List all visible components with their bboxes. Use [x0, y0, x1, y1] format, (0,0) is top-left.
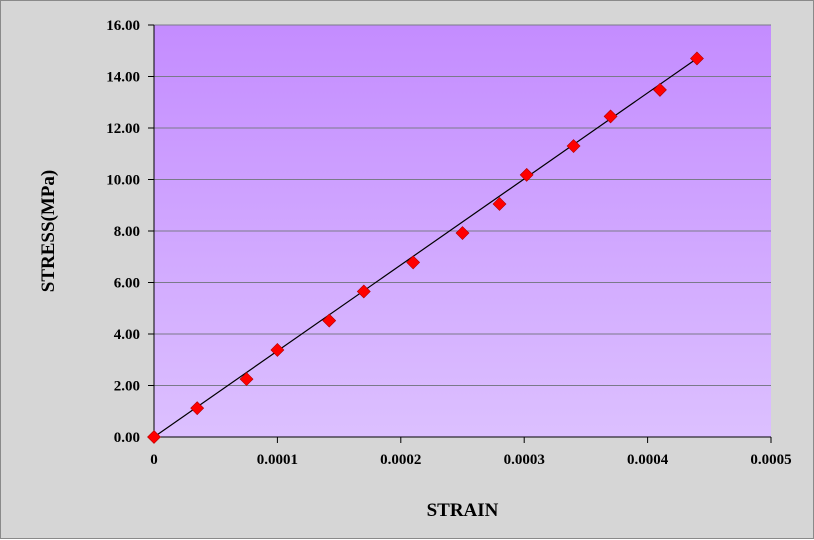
data-point	[455, 226, 470, 240]
data-point	[406, 255, 421, 270]
y-tick-label: 6.00	[114, 276, 140, 292]
x-tick-label: 0.0001	[257, 452, 298, 468]
y-tick-label: 0.00	[114, 430, 140, 446]
x-tick-label: 0.0005	[750, 452, 791, 468]
x-tick-label: 0.0004	[627, 452, 669, 468]
data-point	[356, 284, 371, 299]
y-axis-title: STRESS(MPa)	[38, 170, 59, 292]
y-tick-label: 8.00	[114, 224, 140, 240]
data-point	[190, 401, 205, 416]
data-point	[653, 82, 667, 97]
data-point	[690, 51, 704, 66]
data-point	[566, 139, 581, 153]
y-tick-label: 12.00	[106, 121, 140, 137]
x-axis-title: STRAIN	[427, 500, 499, 521]
y-tick-label: 4.00	[114, 327, 140, 343]
data-point	[147, 430, 161, 444]
data-point	[239, 372, 254, 386]
x-tick-label: 0	[150, 452, 158, 468]
y-tick-label: 16.00	[106, 18, 140, 34]
x-tick-label: 0.0003	[504, 452, 545, 468]
trendline	[153, 57, 698, 438]
data-point	[603, 109, 618, 124]
x-tick-label: 0.0002	[380, 452, 421, 468]
y-tick-label: 14.00	[106, 70, 140, 86]
data-point	[270, 343, 285, 357]
data-point	[322, 313, 337, 328]
data-point	[492, 197, 507, 211]
y-tick-label: 2.00	[114, 379, 140, 395]
data-point	[519, 167, 534, 182]
y-tick-label: 10.00	[106, 173, 140, 189]
